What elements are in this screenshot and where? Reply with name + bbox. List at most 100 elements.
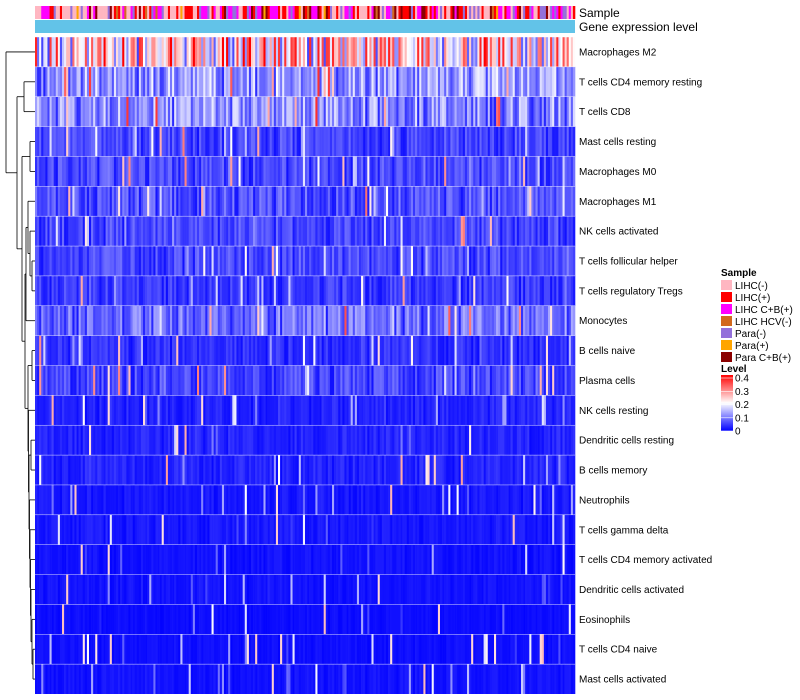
heatmap-cell — [477, 484, 480, 515]
heatmap-cell — [298, 365, 302, 396]
heatmap-cell — [70, 96, 73, 127]
heatmap-cell — [373, 275, 376, 306]
heatmap-cell — [321, 246, 324, 276]
heatmap-cell — [234, 514, 237, 545]
heatmap-cell — [275, 335, 279, 366]
heatmap-cell — [572, 37, 576, 67]
heatmap-cell — [323, 216, 327, 247]
heatmap-cell — [329, 514, 333, 545]
heatmap-cell — [311, 425, 314, 456]
heatmap-cell — [132, 544, 135, 575]
heatmap-cell — [464, 246, 468, 276]
heatmap-cell — [107, 186, 111, 217]
heatmap-cell — [525, 156, 528, 187]
heatmap-cell — [292, 395, 295, 426]
heatmap-cell — [494, 275, 497, 306]
heatmap-cell — [477, 365, 480, 396]
heatmap-cell — [377, 544, 381, 575]
heatmap-cell — [485, 126, 489, 157]
heatmap-cell — [365, 275, 368, 306]
heatmap-cell — [286, 365, 289, 396]
sample-annotation-cell — [151, 6, 154, 19]
sample-annotation-cell — [367, 6, 370, 19]
heatmap-cell — [431, 216, 435, 247]
heatmap-cell — [209, 425, 212, 456]
heatmap-cell — [305, 156, 308, 187]
heatmap-cell — [298, 156, 302, 187]
heatmap-cell — [458, 275, 462, 306]
heatmap-cell — [178, 66, 181, 97]
heatmap-cell — [159, 126, 162, 157]
heatmap-cell — [182, 37, 185, 67]
heatmap-cell — [76, 544, 79, 575]
heatmap-cell — [170, 365, 173, 396]
heatmap-cell — [527, 156, 530, 187]
heatmap-cell — [525, 96, 528, 127]
heatmap-cell — [502, 365, 505, 396]
heatmap-cell — [232, 365, 235, 396]
heatmap-cell — [413, 514, 416, 545]
heatmap-cell — [248, 395, 252, 426]
heatmap-cell — [425, 514, 428, 545]
heatmap-cell — [560, 66, 563, 97]
heatmap-cell — [43, 395, 46, 426]
heatmap-cell — [124, 425, 127, 456]
heatmap-cell — [253, 186, 256, 217]
heatmap-cell — [498, 216, 501, 247]
heatmap-cell — [373, 156, 376, 187]
heatmap-cell — [354, 66, 358, 97]
heatmap-cell — [444, 126, 447, 157]
heatmap-cell — [101, 365, 104, 396]
heatmap-cell — [211, 126, 214, 157]
heatmap-cell — [521, 335, 524, 366]
heatmap-cell — [132, 96, 135, 127]
heatmap-cell — [344, 66, 347, 97]
heatmap-cell — [448, 66, 451, 97]
heatmap-cell — [558, 365, 561, 396]
heatmap-cell — [359, 395, 362, 426]
heatmap-cell — [217, 216, 221, 247]
heatmap-cell — [251, 37, 254, 67]
heatmap-cell — [180, 216, 183, 247]
heatmap-cell — [161, 126, 165, 157]
sample-annotation-cell — [396, 6, 399, 19]
heatmap-cell — [440, 544, 443, 575]
heatmap-cell — [481, 365, 484, 396]
heatmap-cell — [230, 216, 233, 247]
heatmap-cell — [396, 425, 399, 456]
heatmap-cell — [423, 66, 426, 97]
heatmap-cell — [433, 37, 437, 67]
heatmap-cell — [340, 484, 343, 515]
heatmap-cell — [57, 96, 61, 127]
heatmap-cell — [91, 514, 94, 545]
heatmap-cell — [550, 216, 553, 247]
heatmap-cell — [543, 305, 547, 336]
heatmap-cell — [118, 96, 121, 127]
heatmap-cell — [433, 186, 437, 217]
heatmap-cell — [417, 335, 420, 366]
heatmap-cell — [116, 305, 119, 336]
heatmap-cell — [483, 96, 486, 127]
heatmap-cell — [230, 275, 233, 306]
heatmap-cell — [93, 455, 96, 485]
heatmap-cell — [494, 514, 497, 545]
heatmap-cell — [525, 66, 528, 97]
heatmap-cell — [500, 335, 503, 366]
heatmap-cell — [323, 275, 327, 306]
heatmap-cell — [537, 96, 540, 127]
heatmap-cell — [49, 126, 52, 157]
heatmap-cell — [394, 455, 397, 485]
heatmap-cell — [363, 365, 366, 396]
heatmap-cell — [477, 305, 480, 336]
heatmap-cell — [37, 365, 40, 396]
heatmap-cell — [151, 186, 154, 217]
heatmap-cell — [334, 126, 337, 157]
heatmap-cell — [475, 514, 478, 545]
heatmap-cell — [70, 275, 73, 306]
heatmap-cell — [415, 455, 418, 485]
heatmap-cell — [300, 365, 304, 396]
heatmap-cell — [367, 425, 370, 456]
heatmap-cell — [57, 514, 61, 545]
heatmap-cell — [323, 484, 327, 515]
